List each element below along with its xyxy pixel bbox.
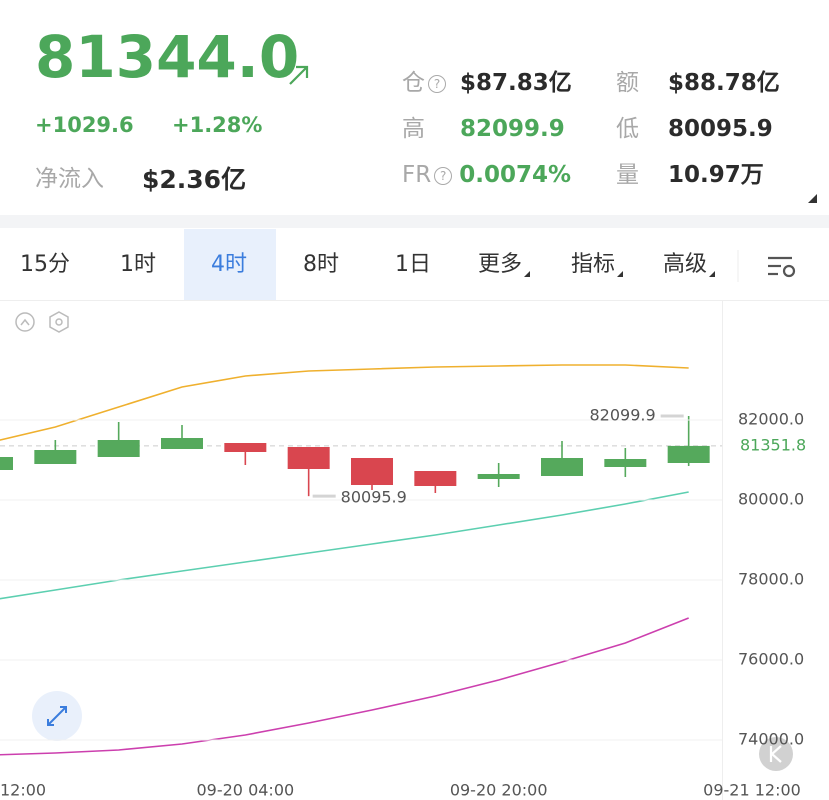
candle-body (34, 450, 77, 464)
change: +1029.6 (35, 113, 134, 137)
x-tick-label: 09-20 20:00 (450, 781, 548, 800)
k-icon (769, 745, 782, 763)
selected-tab-bg (184, 229, 276, 300)
tab[interactable]: 1日 (395, 252, 431, 277)
stat-value: $87.83亿 (460, 70, 572, 96)
candle-body (161, 438, 203, 449)
candle-body (541, 458, 583, 476)
min-marker-label: 80095.9 (341, 488, 407, 507)
y-tick-label: 76000.0 (738, 650, 804, 669)
y-tick-label: 80000.0 (738, 490, 804, 509)
candle-body (224, 443, 267, 452)
stat-value: 0.0074% (459, 162, 572, 188)
collapse-chevron (20, 318, 30, 326)
stat-label: 量 (616, 162, 639, 188)
candle-body (97, 440, 140, 457)
candle-body (287, 447, 330, 469)
dropdown-triangle (617, 271, 624, 277)
indicator-line (0, 491, 689, 600)
expand-triangle[interactable] (808, 194, 817, 203)
tab[interactable]: 指标 (570, 252, 615, 277)
tab[interactable]: 更多 (477, 252, 522, 277)
indicator-settings-icon[interactable] (49, 311, 69, 333)
stat-value: $88.78亿 (668, 70, 780, 96)
stat-label: 额 (616, 70, 639, 96)
tab[interactable]: 1时 (120, 252, 156, 277)
tab[interactable]: 4时 (211, 252, 247, 277)
chart-settings-icon[interactable] (768, 256, 796, 278)
stat-value: 10.97万 (668, 162, 764, 188)
tab[interactable]: 高级 (662, 252, 707, 277)
tab[interactable]: 8时 (303, 252, 339, 277)
dropdown-triangle (524, 271, 531, 277)
k-button[interactable] (759, 737, 793, 771)
indicator-settings-dot (55, 318, 63, 326)
candle-body (667, 445, 710, 463)
help-icon[interactable]: ? (434, 167, 453, 185)
collapse-icon[interactable] (15, 312, 35, 332)
stat-label: 仓 (402, 70, 425, 96)
net-inflow: $2.36亿 (142, 165, 247, 194)
candle-body (0, 457, 13, 470)
plot-area (0, 364, 722, 756)
fullscreen-icon (47, 706, 67, 726)
stat-value: 82099.9 (460, 116, 565, 142)
x-tick-label: 12:00 (0, 781, 46, 800)
candle-body (604, 459, 647, 467)
help-icon[interactable]: ? (428, 75, 446, 93)
separator (0, 215, 829, 228)
x-tick-label: 09-21 12:00 (703, 781, 801, 800)
tab[interactable]: 15分 (20, 252, 70, 277)
stat-label: FR (402, 162, 432, 188)
change-pct: +1.28% (172, 113, 263, 137)
y-tick-label: 82000.0 (738, 410, 804, 429)
stat-value: 80095.9 (668, 116, 773, 142)
net-inflow-label: 净流入 (35, 166, 104, 192)
y-tick-label: 78000.0 (738, 570, 804, 589)
indicator-line (0, 364, 689, 441)
last-price-label: 81351.8 (740, 435, 806, 454)
stat-label: 高 (402, 116, 425, 142)
candle-body (414, 471, 457, 486)
candle-body (477, 474, 520, 479)
x-tick-label: 09-20 04:00 (196, 781, 294, 800)
y-tick-label: 74000.0 (738, 730, 804, 749)
trend-arrow (289, 65, 309, 85)
stat-label: 低 (616, 116, 639, 142)
indicator-line (0, 617, 689, 756)
price: 81344.0 (35, 23, 300, 91)
dropdown-triangle (709, 271, 716, 277)
max-marker-label: 82099.9 (589, 406, 655, 425)
candle-body (351, 458, 393, 485)
